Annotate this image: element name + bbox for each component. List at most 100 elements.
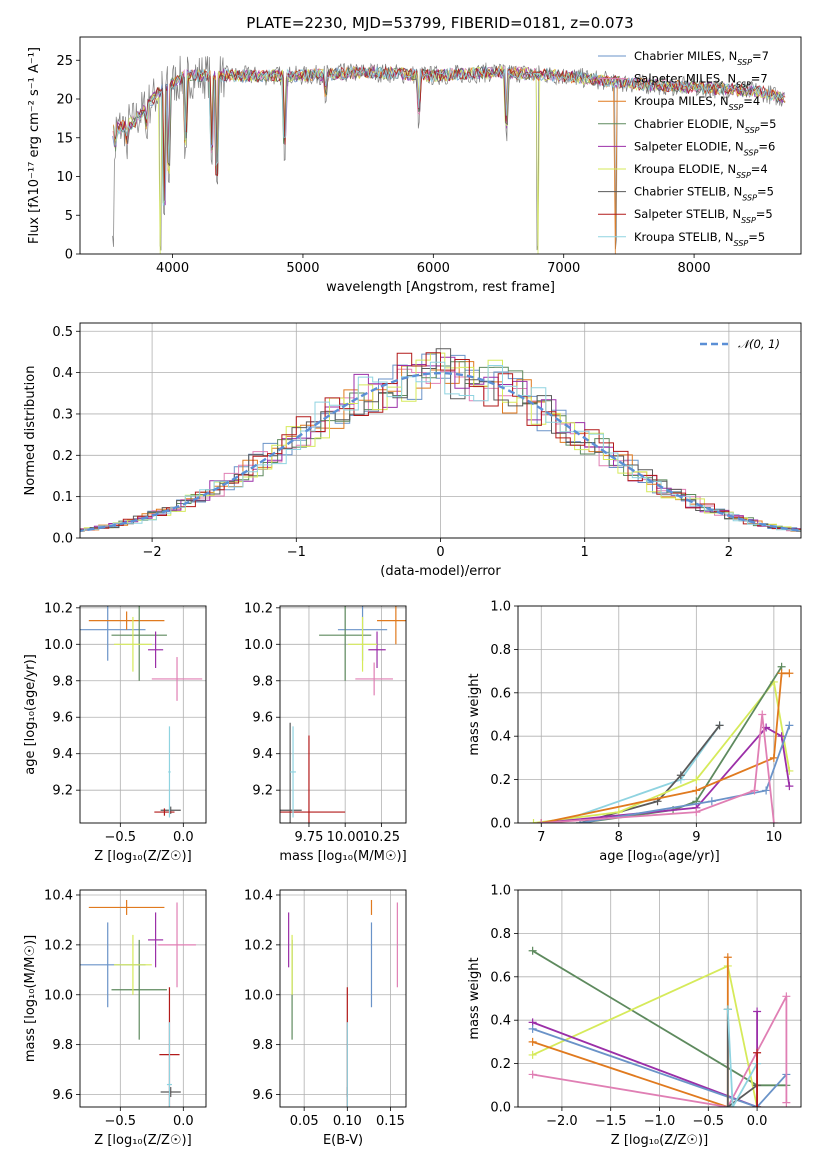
weight-marker <box>753 1103 762 1107</box>
x-tick-label: 8 <box>615 830 623 845</box>
legend-entry: 𝒩(0, 1) <box>738 337 780 351</box>
errorbar-point <box>114 616 152 672</box>
panel-residuals: −2 −1 0 1 2 0.0 0.1 0.2 0.3 0.4 0.5 (data-model)/er… <box>23 322 802 579</box>
x-tick-label: 0.0 <box>173 830 194 845</box>
plot-area <box>528 946 791 1107</box>
y-tick-label: 10.4 <box>244 888 273 903</box>
y-tick-label: 0.2 <box>490 1057 511 1072</box>
y-tick-label: 0.6 <box>490 970 511 985</box>
weight-marker <box>692 786 701 795</box>
x-tick-label: 1 <box>581 545 589 560</box>
legend-nssp: =4 <box>751 162 768 176</box>
weight-marker <box>692 775 701 784</box>
y-tick-label: 9.4 <box>52 747 73 762</box>
weight-marker <box>528 1024 537 1033</box>
plot-area <box>288 899 398 1107</box>
axes-frame <box>79 36 802 255</box>
axes-frame <box>79 605 207 824</box>
plot-area <box>80 348 801 533</box>
y-tick-label: 9.8 <box>252 1038 273 1053</box>
weight-marker <box>777 669 786 678</box>
legend-entry: Chabrier ELODIE, NSSP=5 <box>634 117 776 135</box>
legend-nssp: =7 <box>752 49 769 63</box>
weight-marker <box>753 1007 762 1016</box>
errorbar-point <box>158 902 196 988</box>
x-axis-label: (data-model)/error <box>380 564 501 579</box>
x-tick-label: 0 <box>436 545 444 560</box>
legend-entry: Chabrier MILES, NSSP=7 <box>634 49 769 67</box>
y-tick-label: 15 <box>56 131 73 146</box>
weight-marker <box>707 797 716 806</box>
errorbar-point <box>114 934 152 995</box>
plot-area <box>80 899 196 1107</box>
errorbar-point <box>151 657 203 701</box>
weight-marker <box>692 808 701 817</box>
y-tick-label: 5 <box>65 209 73 224</box>
axes-frame <box>279 889 407 1108</box>
legend-entry: Chabrier STELIB, NSSP=5 <box>634 185 774 203</box>
x-tick-label: 9 <box>692 830 700 845</box>
weight-marker <box>528 1070 537 1079</box>
errorbar-point <box>348 616 378 672</box>
x-tick-label: −2.0 <box>546 1114 578 1129</box>
y-tick-label: 9.8 <box>52 674 73 689</box>
weight-marker <box>753 1048 762 1057</box>
y-tick-label: 0.2 <box>490 773 511 788</box>
weight-marker <box>750 786 759 795</box>
panel-mass_vs_Z: −0.5 0.0 9.6 9.8 10.0 10.2 10.4 Z [log₁₀(Z/Z☉)]… <box>23 888 207 1148</box>
y-tick-label: 10.0 <box>244 638 273 653</box>
y-tick-label: 0.0 <box>52 532 73 547</box>
x-tick-label: 0.0 <box>173 1114 194 1129</box>
y-axis-label: mass [log₁₀(M/M☉)] <box>23 935 38 1062</box>
x-tick-label: −2 <box>143 545 162 560</box>
y-tick-label: 9.8 <box>52 1038 73 1053</box>
errorbar-point <box>168 726 171 818</box>
y-tick-label: 0.4 <box>52 366 73 381</box>
x-axis-label: Z [log₁₀(Z/Z☉)] <box>611 1133 708 1148</box>
plot-area <box>112 55 786 254</box>
weight-series-line <box>541 672 790 823</box>
y-tick-label: 9.8 <box>252 674 273 689</box>
y-tick-label: 9.6 <box>252 1088 273 1103</box>
legend-entry: Kroupa MILES, NSSP=4 <box>634 94 760 112</box>
x-tick-label: −0.5 <box>693 1114 725 1129</box>
x-tick-label: 0.05 <box>290 1114 319 1129</box>
y-tick-label: 10.2 <box>44 601 73 616</box>
weight-marker <box>528 1037 537 1046</box>
legend-nssp: =4 <box>743 94 760 108</box>
weight-series-line <box>541 714 775 823</box>
axes-frame <box>79 322 802 539</box>
y-tick-label: 0.5 <box>52 325 73 340</box>
legend-nssp: =7 <box>751 72 768 86</box>
axes-frame <box>517 889 802 1108</box>
y-tick-label: 9.4 <box>252 747 273 762</box>
legend-subscript: SSP <box>736 171 751 180</box>
y-tick-label: 9.6 <box>52 1088 73 1103</box>
y-tick-label: 0.4 <box>490 1014 511 1029</box>
weight-series-line <box>726 1009 758 1107</box>
spectrum-model-line <box>114 65 786 203</box>
errorbar-point <box>88 611 165 630</box>
x-tick-label: 4000 <box>156 261 189 276</box>
x-axis-label: mass [log₁₀(M/M☉)] <box>279 849 406 864</box>
x-tick-label: 0.10 <box>333 1114 362 1129</box>
y-tick-label: 10 <box>56 170 73 185</box>
legend-entry: Salpeter MILES, NSSP=7 <box>634 72 768 90</box>
legend-subscript: SSP <box>734 238 749 247</box>
y-axis-label: mass weight <box>467 673 482 755</box>
legend-entry: Kroupa ELODIE, NSSP=4 <box>634 162 768 180</box>
x-tick-label: 10.00 <box>327 830 364 845</box>
x-tick-label: 7 <box>537 830 545 845</box>
y-tick-label: 0.2 <box>52 449 73 464</box>
axes-frame <box>517 605 802 824</box>
weight-marker <box>528 1050 537 1059</box>
errorbar-point <box>111 606 167 681</box>
weight-marker <box>782 1098 791 1107</box>
errorbar-point <box>377 606 406 645</box>
legend-subscript: SSP <box>729 103 744 112</box>
x-tick-label: −1 <box>287 545 306 560</box>
weight-marker <box>715 721 724 730</box>
y-tick-label: 20 <box>56 93 73 108</box>
legend-subscript: SSP <box>744 148 759 157</box>
axes-frame <box>279 605 407 824</box>
